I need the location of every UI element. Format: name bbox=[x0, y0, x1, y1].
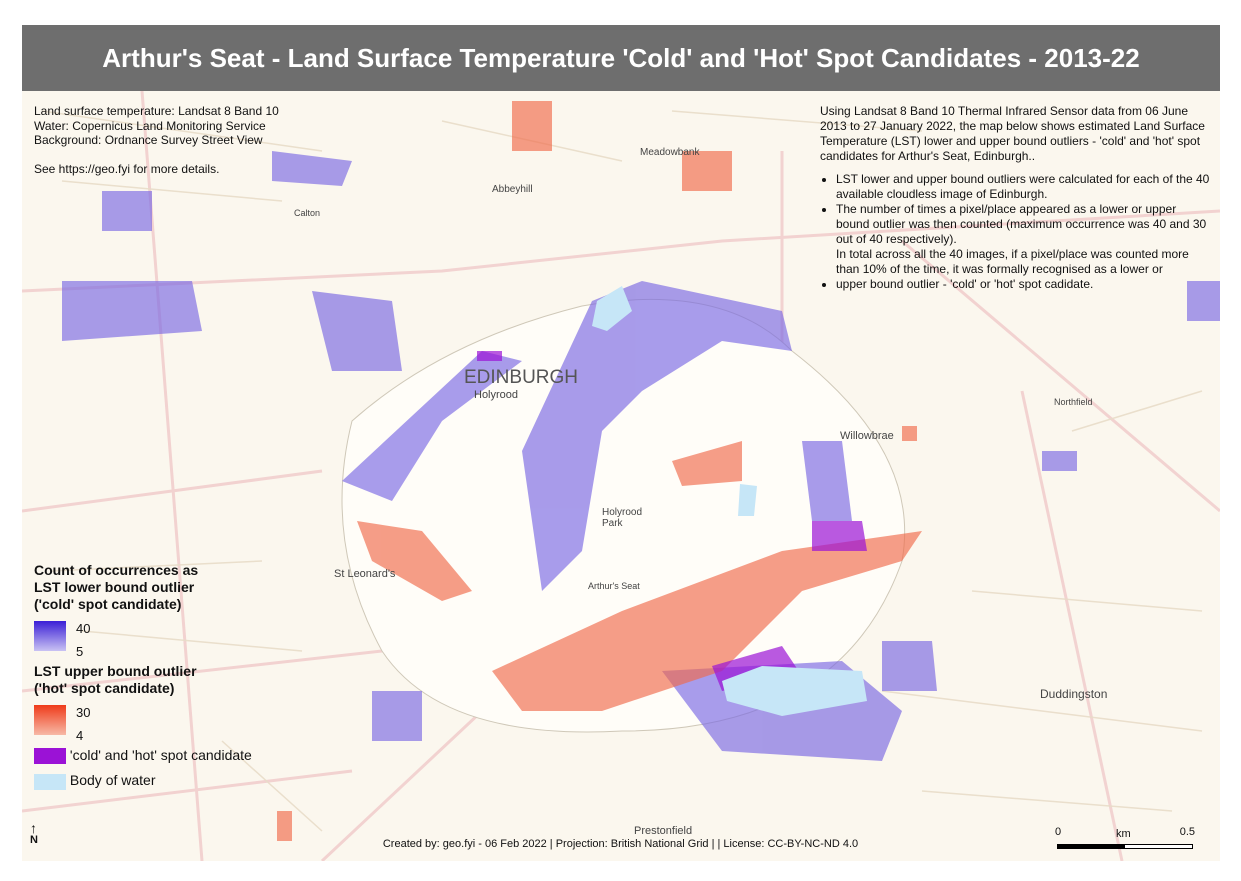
legend-water-row: Body of water bbox=[34, 772, 252, 790]
label-holyrood-park: Holyrood Park bbox=[602, 507, 643, 529]
legend: Count of occurrences as LST lower bound … bbox=[34, 562, 252, 790]
legend-hot-ramp: 30 4 bbox=[34, 705, 252, 743]
credits: Created by: geo.fyi - 06 Feb 2022 | Proj… bbox=[382, 838, 859, 850]
legend-water-swatch bbox=[34, 773, 66, 790]
label-calton: Calton bbox=[294, 208, 321, 218]
title-bar: Arthur's Seat - Land Surface Temperature… bbox=[22, 25, 1220, 91]
legend-cold-heading-3: ('cold' spot candidate) bbox=[34, 596, 182, 612]
north-arrow: ↑ N bbox=[30, 820, 38, 846]
legend-hot-gradient bbox=[34, 705, 66, 735]
description-bullet-2: The number of times a pixel/place appear… bbox=[836, 202, 1212, 247]
description-note: In total across all the 40 images, if a … bbox=[836, 247, 1189, 276]
description-intro: Using Landsat 8 Band 10 Thermal Infrared… bbox=[820, 104, 1205, 163]
legend-water-label: Body of water bbox=[69, 772, 156, 789]
label-abbeyhill: Abbeyhill bbox=[492, 184, 533, 195]
water-bodies bbox=[592, 286, 867, 716]
source-background: Background: Ordnance Survey Street View bbox=[34, 133, 263, 147]
map-title: Arthur's Seat - Land Surface Temperature… bbox=[102, 42, 1140, 73]
description-panel: Using Landsat 8 Band 10 Thermal Infrared… bbox=[820, 104, 1212, 292]
label-duddingston: Duddingston bbox=[1040, 687, 1108, 701]
label-st-leonards: St Leonard's bbox=[334, 568, 396, 580]
label-prestonfield: Prestonfield bbox=[634, 825, 693, 837]
north-label: N bbox=[30, 834, 38, 846]
minor-streets bbox=[41, 110, 1203, 832]
label-willowbrae: Willowbrae bbox=[840, 430, 894, 442]
legend-cold-gradient bbox=[34, 621, 66, 651]
legend-cold-max: 40 bbox=[76, 621, 91, 636]
duddingston-loch bbox=[722, 666, 867, 716]
legend-hot-min: 4 bbox=[76, 728, 84, 743]
source-link[interactable]: See https://geo.fyi for more details. bbox=[34, 161, 220, 176]
source-water: Water: Copernicus Land Monitoring Servic… bbox=[34, 118, 266, 133]
description-bullet-1: LST lower and upper bound outliers were … bbox=[836, 172, 1212, 202]
map-canvas[interactable]: EDINBURGH Holyrood Holyrood Park St Leon… bbox=[22, 91, 1220, 861]
legend-hot-max: 30 bbox=[76, 705, 91, 720]
label-arthurs-seat: Arthur's Seat bbox=[588, 581, 640, 591]
legend-cold-min: 5 bbox=[76, 644, 84, 659]
legend-cold-heading-1: Count of occurrences as bbox=[34, 562, 199, 578]
scale-bar-graphic bbox=[1057, 844, 1193, 849]
st-margarets-loch bbox=[592, 286, 632, 331]
label-edinburgh: EDINBURGH bbox=[464, 367, 579, 388]
label-northfield: Northfield bbox=[1054, 397, 1093, 407]
legend-both-swatch bbox=[34, 748, 66, 765]
legend-both-row: 'cold' and 'hot' spot candidate bbox=[34, 747, 252, 765]
scale-end: 0.5 bbox=[1179, 826, 1195, 838]
label-meadowbank: Meadowbank bbox=[640, 147, 700, 158]
dunsapie-loch bbox=[738, 484, 757, 516]
scale-bar: 0 km 0.5 bbox=[1055, 826, 1195, 856]
map-graphics bbox=[22, 91, 1220, 861]
legend-cold-heading-2: LST lower bound outlier bbox=[34, 579, 195, 595]
legend-hot-heading-1: LST upper bound outlier bbox=[34, 663, 197, 679]
description-bullet-3: upper bound outlier - 'cold' or 'hot' sp… bbox=[836, 277, 1212, 292]
north-arrow-icon: ↑ bbox=[30, 820, 37, 836]
hot-spot-areas bbox=[277, 101, 922, 841]
label-holyrood: Holyrood bbox=[474, 389, 519, 401]
legend-both-label: 'cold' and 'hot' spot candidate bbox=[69, 747, 252, 763]
legend-hot-heading-2: ('hot' spot candidate) bbox=[34, 680, 175, 696]
scale-unit: km bbox=[1116, 828, 1131, 840]
legend-cold-ramp: 40 5 bbox=[34, 621, 252, 659]
source-lst: Land surface temperature: Landsat 8 Band… bbox=[34, 104, 279, 118]
scale-start: 0 bbox=[1055, 826, 1062, 838]
data-sources: Land surface temperature: Landsat 8 Band… bbox=[34, 104, 279, 176]
